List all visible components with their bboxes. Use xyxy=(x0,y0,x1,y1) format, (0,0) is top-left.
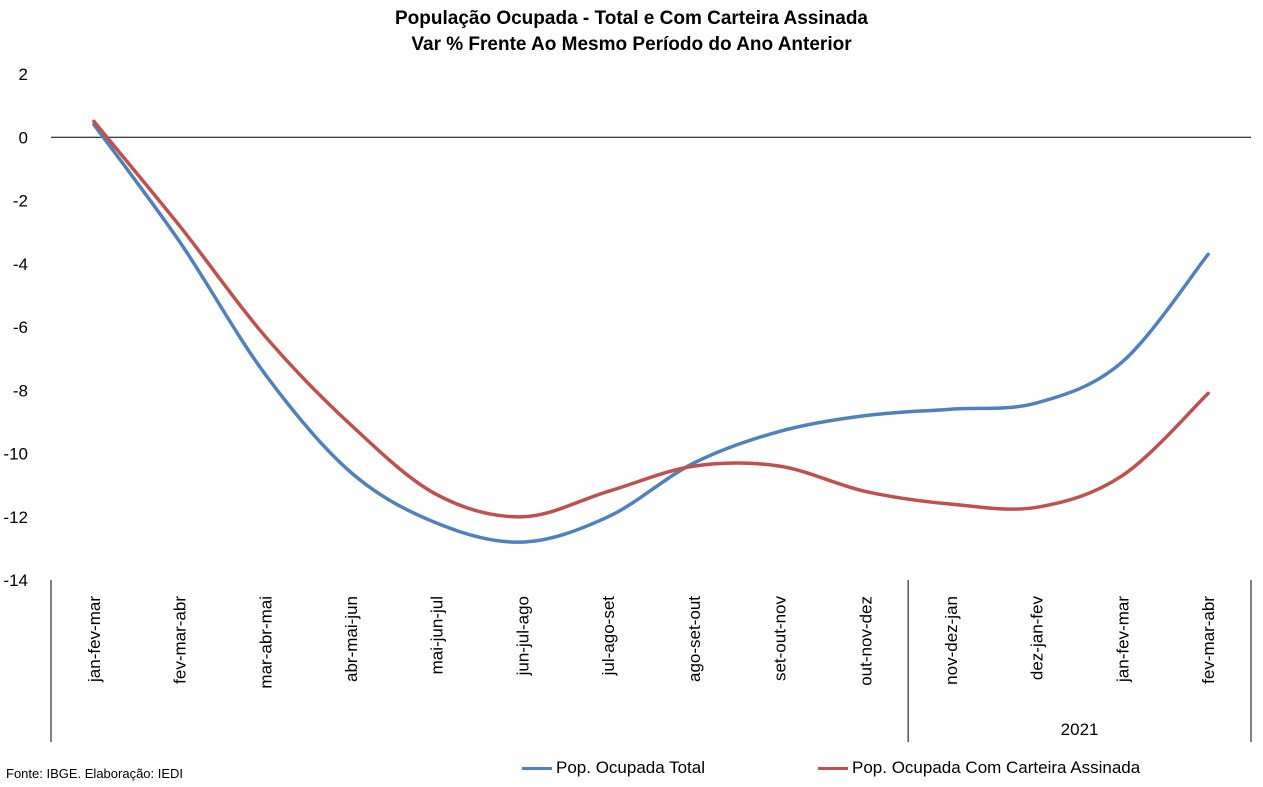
y-tick-label: -6 xyxy=(13,318,28,337)
y-tick-label: -14 xyxy=(3,571,28,590)
legend-label-total: Pop. Ocupada Total xyxy=(556,758,706,777)
x-tick-label: mar-abr-mai xyxy=(256,596,275,689)
y-tick-label: -8 xyxy=(13,381,28,400)
y-tick-label: -12 xyxy=(3,508,28,527)
x-tick-label: dez-jan-fev xyxy=(1028,596,1047,681)
chart-title-line: População Ocupada - Total e Com Carteira… xyxy=(394,8,868,29)
x-tick-label: set-out-nov xyxy=(771,596,790,682)
series-line-carteira xyxy=(92,119,1210,519)
legend-item-total: Pop. Ocupada Total xyxy=(522,758,705,778)
y-tick-label: -2 xyxy=(13,192,28,211)
legend-swatch-total xyxy=(522,766,552,770)
x-tick-label: jun-jul-ago xyxy=(513,596,532,676)
x-axis: jan-fev-mar fev-mar-abr mar-abr-mai abr-mai… xyxy=(50,136,1252,742)
y-tick-label: 0 xyxy=(19,128,28,147)
x-tick-label: jan-fev-mar xyxy=(85,596,104,683)
y-tick-label: -10 xyxy=(3,445,28,464)
x-tick-label: fev-mar-abr xyxy=(171,596,190,684)
chart-title: População Ocupada - Total e Com Carteira… xyxy=(0,6,1263,58)
x-tick-label: abr-mai-jun xyxy=(342,596,361,682)
x-tick-label: jul-ago-set xyxy=(599,596,618,677)
legend-swatch-carteira xyxy=(818,766,848,770)
y-tick-label: 2 xyxy=(19,65,28,84)
series-lines xyxy=(92,119,1210,544)
x-tick-label: mai-jun-jul xyxy=(428,596,447,674)
source-note: Fonte: IBGE. Elaboração: IEDI xyxy=(6,766,184,781)
x-tick-label: ago-set-out xyxy=(685,596,704,682)
y-tick-label: -4 xyxy=(13,255,28,274)
x-tick-label: out-nov-dez xyxy=(856,596,875,686)
group-label: 2021 xyxy=(1061,720,1099,739)
chart-subtitle-line: Var % Frente Ao Mesmo Período do Ano Ant… xyxy=(411,34,852,55)
x-tick-label: jan-fev-mar xyxy=(1113,596,1132,683)
series-line-total xyxy=(92,122,1210,544)
y-axis-ticks: 2 0 -2 -4 -6 -8 -10 -12 -14 xyxy=(3,65,28,590)
x-tick-label: nov-dez-jan xyxy=(942,596,961,685)
legend-label-carteira: Pop. Ocupada Com Carteira Assinada xyxy=(852,758,1141,777)
x-tick-label: fev-mar-abr xyxy=(1199,596,1218,684)
legend-item-carteira: Pop. Ocupada Com Carteira Assinada xyxy=(818,758,1140,778)
